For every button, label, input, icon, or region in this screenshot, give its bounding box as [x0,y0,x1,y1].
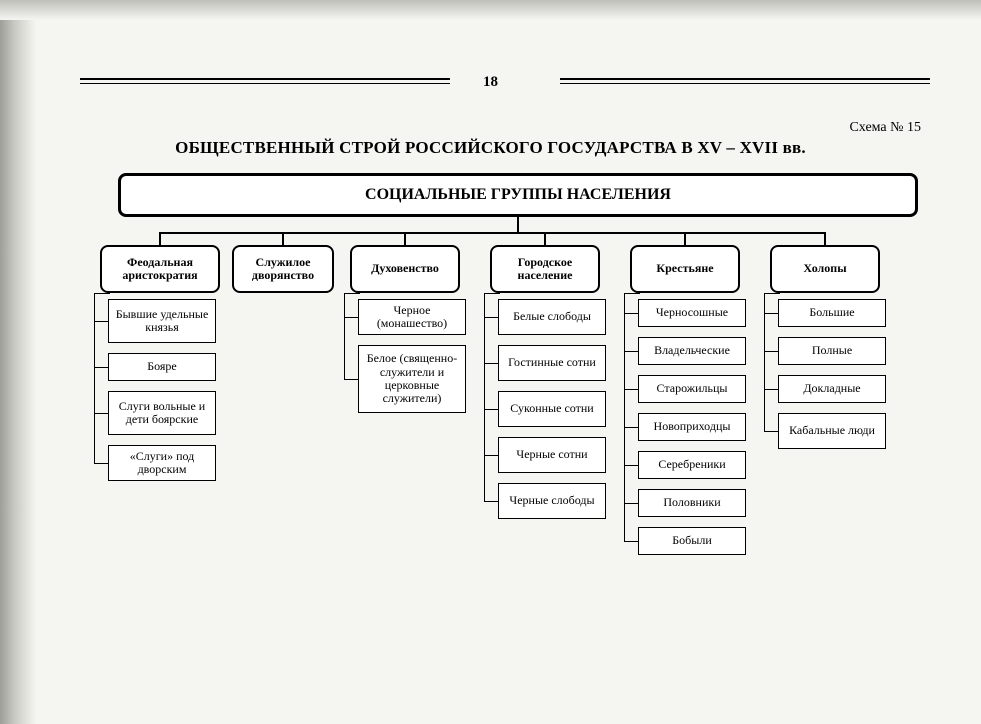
stub-5-1 [764,351,778,352]
stub-2-0 [344,317,358,318]
stub-4-5 [624,503,638,504]
top-rule-left-2 [80,83,450,84]
leaf-5-0: Большие [778,299,886,327]
spine-top-2 [344,293,360,294]
leaf-4-3: Новоприходцы [638,413,746,441]
stub-3-4 [484,501,498,502]
stub-0-1 [94,367,108,368]
spine-top-3 [484,293,500,294]
stub-2-1 [344,379,358,380]
schema-number: Схема № 15 [849,120,921,136]
root-stem [517,217,519,232]
stub-5-2 [764,389,778,390]
stub-3-0 [484,317,498,318]
leaf-5-1: Полные [778,337,886,365]
group-box-5: Холопы [770,245,880,293]
stub-5-3 [764,431,778,432]
leaf-3-4: Черные слободы [498,483,606,519]
page-gutter-shadow [0,0,36,724]
spine-4 [624,293,625,542]
h-bus [160,232,825,234]
leaf-4-1: Владельческие [638,337,746,365]
drop-3 [544,232,546,245]
spine-2 [344,293,345,380]
group-box-1: Служилое дворянство [232,245,334,293]
root-box: СОЦИАЛЬНЫЕ ГРУППЫ НАСЕЛЕНИЯ [118,173,918,217]
spine-top-4 [624,293,640,294]
leaf-3-2: Суконные сотни [498,391,606,427]
spine-top-0 [94,293,110,294]
stub-4-3 [624,427,638,428]
leaf-5-2: Докладные [778,375,886,403]
top-rule-right-1 [560,78,930,80]
leaf-3-1: Гостинные сотни [498,345,606,381]
drop-1 [282,232,284,245]
leaf-0-0: Бывшие удельные князья [108,299,216,343]
spine-3 [484,293,485,502]
stub-3-1 [484,363,498,364]
leaf-4-6: Бобыли [638,527,746,555]
leaf-0-3: «Слуги» под дворским [108,445,216,481]
drop-2 [404,232,406,245]
stub-4-0 [624,313,638,314]
stub-5-0 [764,313,778,314]
group-box-4: Крестьяне [630,245,740,293]
stub-0-2 [94,413,108,414]
stub-4-2 [624,389,638,390]
stub-3-2 [484,409,498,410]
leaf-3-0: Белые слободы [498,299,606,335]
stub-4-6 [624,541,638,542]
spine-0 [94,293,95,464]
leaf-0-2: Слуги вольные и дети боярские [108,391,216,435]
drop-5 [824,232,826,245]
top-rule-right-2 [560,83,930,84]
drop-0 [159,232,161,245]
leaf-2-0: Черное (монашество) [358,299,466,335]
stub-0-0 [94,321,108,322]
group-box-0: Феодальная аристократия [100,245,220,293]
drop-4 [684,232,686,245]
leaf-4-0: Черносошные [638,299,746,327]
group-box-2: Духовенство [350,245,460,293]
page-number: 18 [473,74,508,91]
diagram-title: ОБЩЕСТВЕННЫЙ СТРОЙ РОССИЙСКОГО ГОСУДАРСТ… [0,138,981,158]
stub-4-4 [624,465,638,466]
leaf-2-1: Белое (священно-служители и церковные сл… [358,345,466,413]
page-top-shadow [0,0,981,20]
stub-4-1 [624,351,638,352]
spine-top-5 [764,293,780,294]
top-rule-left-1 [80,78,450,80]
stub-0-3 [94,463,108,464]
leaf-4-2: Старожильцы [638,375,746,403]
group-box-3: Городское население [490,245,600,293]
stub-3-3 [484,455,498,456]
leaf-5-3: Кабальные люди [778,413,886,449]
spine-5 [764,293,765,432]
leaf-4-5: Половники [638,489,746,517]
leaf-3-3: Черные сотни [498,437,606,473]
leaf-0-1: Бояре [108,353,216,381]
leaf-4-4: Серебреники [638,451,746,479]
